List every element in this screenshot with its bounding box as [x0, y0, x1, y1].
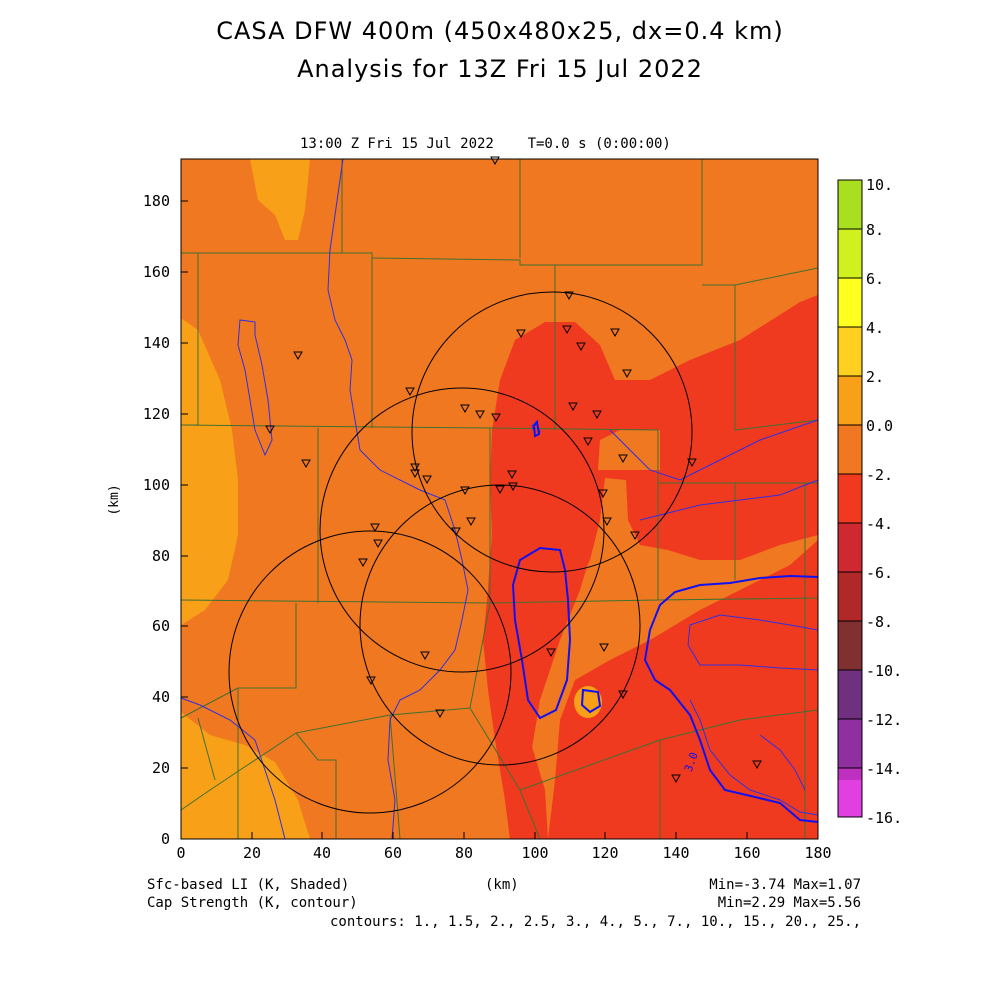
orange-notch: [598, 430, 660, 470]
colorbar-label: 4.: [866, 319, 884, 337]
colorbar-label: -12.: [866, 711, 902, 729]
colorbar-label: 8.: [866, 221, 884, 239]
light-orange-region-southwest: [181, 712, 310, 839]
footer-contour-levels: contours: 1., 1.5, 2., 2.5, 3., 4., 5., …: [329, 914, 861, 930]
colorbar-label: -14.: [866, 760, 902, 778]
x-tick-label: 160: [733, 844, 760, 862]
radar-ring-northeast: [411, 291, 693, 573]
colorbar-label: -6.: [866, 564, 893, 582]
colorbar-label: -10.: [866, 662, 902, 680]
y-tick-label: 0: [161, 830, 170, 848]
colorbar-band: [838, 376, 862, 425]
y-tick-label: 100: [143, 476, 170, 494]
footer-shaded-label: Sfc-based LI (K, Shaded): [147, 877, 350, 893]
colorbar-band: [838, 180, 862, 229]
colorbar-label: 2.: [866, 368, 884, 386]
y-tick-label: 40: [152, 688, 170, 706]
x-tick-label: 60: [384, 844, 402, 862]
colorbar-band: [838, 327, 862, 376]
station-markers: [265, 156, 762, 784]
y-tick-label: 120: [143, 405, 170, 423]
y-tick-label: 80: [152, 547, 170, 565]
figure-title-line2: Analysis for 13Z Fri 15 Jul 2022: [297, 55, 703, 83]
colorbar-frame: [837, 179, 863, 818]
time-label: 13:00 Z Fri 15 Jul 2022 T=0.0 s (0:00:00…: [300, 136, 671, 152]
colorbar-band: [838, 572, 862, 621]
y-axis-label: (km): [107, 484, 122, 515]
footer-contour-label: Cap Strength (K, contour): [147, 895, 358, 911]
x-tick-label: 20: [243, 844, 261, 862]
x-tick-label: 80: [455, 844, 473, 862]
contour-label: 3.0: [682, 750, 701, 773]
radar-ring-south: [359, 484, 641, 766]
y-tick-label: 160: [143, 263, 170, 281]
y-axis-tick-labels: 0 20 40 60 80 100 120 140 160 180: [143, 192, 170, 848]
colorbar-label: -16.: [866, 809, 902, 827]
colorbar-band: [838, 229, 862, 278]
red-region-central: [483, 295, 818, 839]
colorbar-band: [838, 474, 862, 523]
colorbar-band: [838, 278, 862, 327]
y-tick-label: 180: [143, 192, 170, 210]
radar-ring-central: [319, 387, 605, 673]
x-tick-label: 40: [313, 844, 331, 862]
colorbar-band: [838, 523, 862, 572]
x-axis-tick-labels: 0 20 40 60 80 100 120 140 160 180: [176, 844, 831, 862]
colorbar-band: [838, 621, 862, 670]
x-tick-label: 120: [591, 844, 618, 862]
footer-shaded-minmax: Min=-3.74 Max=1.07: [709, 877, 861, 893]
x-tick-label: 140: [662, 844, 689, 862]
plot-frame: [180, 158, 819, 840]
colorbar-band: [838, 780, 862, 817]
colorbar-band: [838, 670, 862, 719]
light-orange-region-north: [250, 159, 310, 240]
colorbar-band: [838, 719, 862, 768]
colorbar-label: -2.: [866, 466, 893, 484]
x-tick-label: 0: [176, 844, 185, 862]
colorbar-label: -8.: [866, 613, 893, 631]
red-region-channel: [485, 470, 600, 839]
x-tick-label: 100: [521, 844, 548, 862]
rivers: [180, 158, 819, 840]
colorbar-label: 6.: [866, 270, 884, 288]
colorbar-label: -4.: [866, 515, 893, 533]
radar-ring-southwest: [228, 530, 512, 814]
figure-title-line1: CASA DFW 400m (450x480x25, dx=0.4 km): [216, 17, 784, 45]
y-tick-label: 20: [152, 759, 170, 777]
footer-contour-minmax: Min=2.29 Max=5.56: [717, 895, 861, 911]
cap-strength-contour: [511, 419, 819, 823]
colorbar: 10. 8. 6. 4. 2. 0.0 -2. -4. -6. -8. -10.…: [837, 176, 902, 827]
light-orange-region-west: [181, 318, 238, 625]
red-region-southeast: [548, 540, 818, 839]
x-tick-label: 180: [804, 844, 831, 862]
colorbar-label: 10.: [866, 176, 893, 194]
y-tick-label: 140: [143, 334, 170, 352]
colorbar-label: 0.0: [866, 417, 893, 435]
y-tick-label: 60: [152, 617, 170, 635]
colorbar-band: [838, 425, 862, 474]
axis-tick-marks: [180, 200, 819, 840]
x-axis-label: (km): [485, 877, 519, 893]
radar-range-rings: [228, 291, 693, 814]
